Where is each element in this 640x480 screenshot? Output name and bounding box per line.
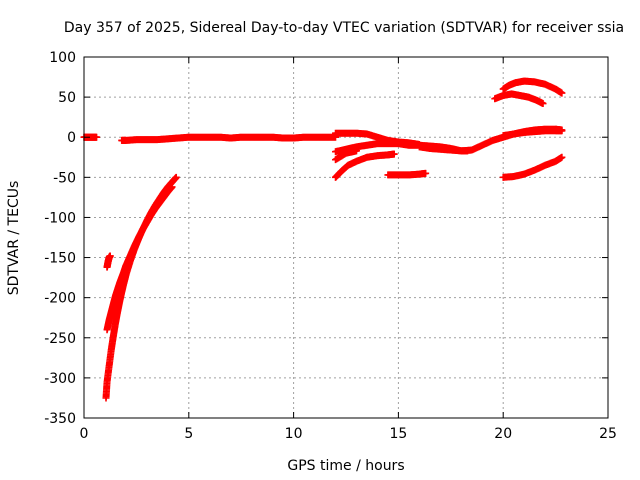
data-point (172, 173, 180, 181)
data-series (384, 169, 430, 179)
data-point (539, 100, 547, 108)
chart-title: Day 357 of 2025, Sidereal Day-to-day VTE… (64, 20, 624, 36)
data-point (390, 150, 398, 158)
y-tick-label: 50 (58, 90, 76, 106)
x-tick-label: 20 (494, 426, 512, 442)
axis-ticks: 0 5 10 15 20 25 100 50 0 -50 -100 -150 -200 -250 -300 -… (44, 50, 617, 442)
x-tick-label: 10 (285, 426, 303, 442)
y-tick-label: -100 (44, 210, 76, 226)
y-axis-title: SDTVAR / TECUs (6, 181, 22, 296)
data-series (499, 127, 566, 140)
data-point (558, 153, 566, 161)
y-tick-label: -150 (44, 251, 76, 267)
data-marks (80, 77, 566, 402)
data-series (103, 183, 176, 334)
data-point (168, 183, 176, 191)
data-series (499, 153, 566, 181)
data-series (118, 133, 340, 144)
x-tick-label: 0 (80, 426, 89, 442)
x-axis-title: GPS time / hours (287, 458, 404, 474)
data-series (80, 133, 101, 141)
data-point (106, 252, 114, 260)
y-tick-label: 100 (49, 50, 76, 66)
data-series (332, 147, 360, 164)
data-point (352, 147, 360, 155)
data-series (103, 252, 114, 271)
x-tick-label: 15 (389, 426, 407, 442)
y-tick-label: -50 (53, 170, 76, 186)
plot-frame (83, 56, 609, 419)
data-point (93, 133, 101, 141)
data-series (491, 90, 547, 108)
x-tick-label: 25 (599, 426, 617, 442)
y-tick-label: -300 (44, 371, 76, 387)
y-tick-label: -200 (44, 291, 76, 307)
data-series (332, 150, 398, 181)
data-point (558, 127, 566, 135)
data-series (499, 77, 566, 97)
data-point (464, 147, 472, 155)
y-tick-label: -350 (44, 411, 76, 427)
x-tick-label: 5 (184, 426, 193, 442)
y-tick-label: -250 (44, 331, 76, 347)
data-point (558, 89, 566, 97)
data-series (415, 143, 472, 155)
data-point (422, 169, 430, 177)
y-tick-label: 0 (67, 130, 76, 146)
